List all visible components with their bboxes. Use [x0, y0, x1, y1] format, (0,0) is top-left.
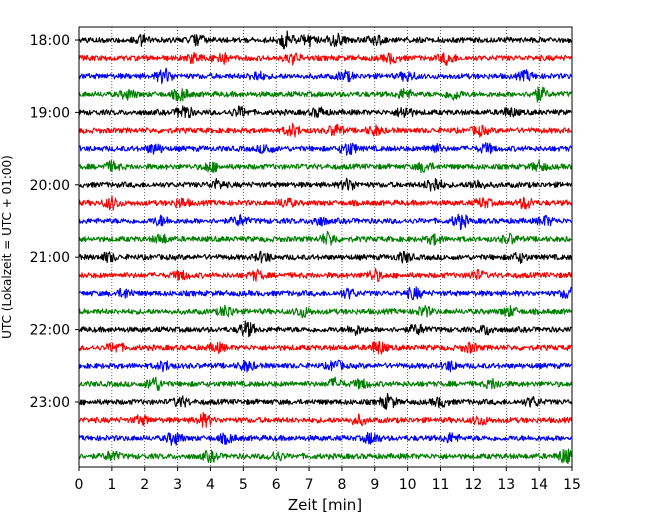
- x-tick-label: 10: [399, 477, 417, 493]
- trace-row-18:00: [78, 30, 573, 50]
- y-tick-label: 18:00: [30, 33, 70, 49]
- trace-row-19:15: [78, 122, 572, 138]
- x-tick-label: 9: [370, 477, 379, 493]
- trace-row-23:30: [78, 431, 572, 446]
- trace-row-20:45: [78, 230, 572, 246]
- trace-row-19:45: [78, 159, 573, 174]
- y-tick-label: 20:00: [30, 178, 70, 194]
- x-tick-label: 14: [530, 477, 548, 493]
- x-tick-label: 1: [107, 477, 116, 493]
- trace-row-21:30: [78, 286, 572, 301]
- trace-row-22:15: [78, 340, 573, 355]
- y-tick-label: 22:00: [30, 323, 70, 339]
- trace-row-20:00: [78, 177, 573, 192]
- x-tick-label: 11: [432, 477, 450, 493]
- trace-row-20:30: [78, 213, 572, 231]
- x-tick-label: 15: [563, 477, 581, 493]
- trace-row-21:45: [78, 304, 573, 319]
- x-tick-label: 13: [497, 477, 515, 493]
- trace-row-21:00: [78, 250, 573, 264]
- y-tick-label: 19:00: [30, 105, 70, 121]
- x-tick-label: 8: [337, 477, 346, 493]
- trace-row-21:15: [78, 267, 573, 283]
- x-axis-ticks: 0 1 2 3 4 5 6 7 8 9 10 11 12 13 14 15: [75, 467, 581, 493]
- x-tick-label: 6: [272, 477, 281, 493]
- y-tick-label: 21:00: [30, 250, 70, 266]
- trace-row-23:00: [78, 393, 573, 410]
- trace-row-23:15: [78, 411, 573, 428]
- trace-row-18:45: [78, 86, 573, 103]
- y-tick-label: 23:00: [30, 395, 70, 411]
- x-tick-label: 0: [75, 477, 84, 493]
- trace-row-22:30: [78, 359, 572, 373]
- trace-row-18:30: [78, 67, 573, 85]
- trace-row-19:30: [78, 142, 573, 156]
- x-tick-label: 5: [239, 477, 248, 493]
- vertical-grid: [111, 27, 540, 467]
- trace-row-19:00: [78, 105, 572, 119]
- trace-row-23:45: [78, 448, 573, 465]
- trace-row-22:45: [78, 376, 573, 392]
- x-tick-label: 2: [140, 477, 149, 493]
- x-tick-label: 3: [173, 477, 182, 493]
- x-axis-label: Zeit [min]: [288, 496, 362, 514]
- y-axis-ticks: 18:00 19:00 20:00 21:00 22:00 23:00: [30, 33, 79, 411]
- plot-frame: [78, 26, 573, 468]
- trace-row-20:15: [78, 195, 573, 211]
- trace-row-18:15: [78, 51, 573, 67]
- traces: [78, 30, 573, 465]
- trace-row-22:00: [78, 320, 573, 338]
- x-tick-label: 7: [305, 477, 314, 493]
- y-axis-label: UTC (Lokalzeit = UTC + 01:00): [0, 155, 14, 339]
- x-tick-label: 12: [464, 477, 482, 493]
- x-tick-label: 4: [206, 477, 215, 493]
